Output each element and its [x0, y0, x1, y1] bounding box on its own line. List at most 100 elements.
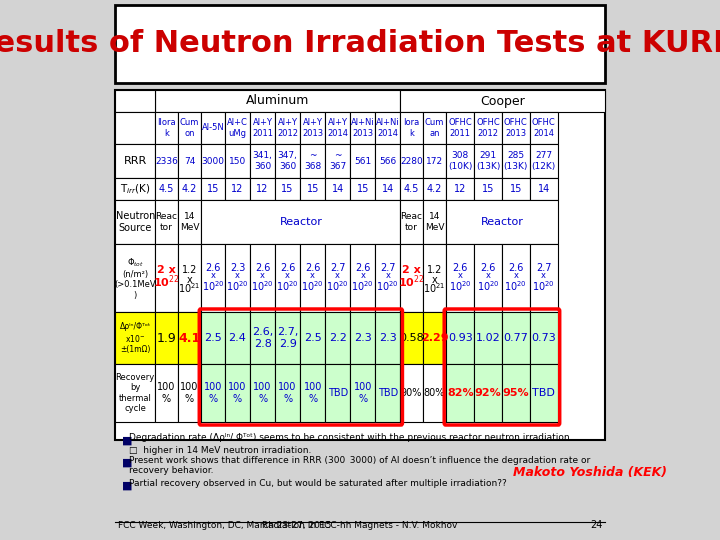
Text: ■: ■ [122, 458, 132, 468]
Bar [350, 312, 375, 364]
Bar [350, 144, 375, 178]
Text: 15: 15 [482, 184, 494, 194]
Text: 15: 15 [356, 184, 369, 194]
Text: Δρᴵⁿ/Φᵀᵒᵗ
x10$^{-}$
±(1mΩ): Δρᴵⁿ/Φᵀᵒᵗ x10$^{-}$ ±(1mΩ) [120, 322, 151, 354]
Text: Degradation rate (Δρᴵⁿ/ Φᵀᵒᵗ) seems to be consistent with the previous reactor n: Degradation rate (Δρᴵⁿ/ Φᵀᵒᵗ) seems to b… [129, 433, 572, 442]
Text: 95%: 95% [503, 388, 529, 398]
Bar [250, 178, 275, 200]
Bar [275, 178, 300, 200]
Text: x: x [513, 272, 518, 280]
Bar [474, 244, 502, 312]
Text: 100
%: 100 % [180, 382, 199, 404]
Text: 12: 12 [454, 184, 467, 194]
Text: x: x [285, 272, 290, 280]
Text: 14
MeV: 14 MeV [180, 212, 199, 232]
Bar [350, 244, 375, 312]
Bar [474, 112, 502, 144]
Text: 4.2: 4.2 [427, 184, 442, 194]
Bar [275, 244, 300, 312]
Text: 3000: 3000 [202, 157, 225, 165]
Text: 2.3: 2.3 [379, 333, 397, 343]
Bar [156, 200, 178, 244]
Text: 10$^{21}$: 10$^{21}$ [423, 281, 446, 295]
Text: 100
%: 100 % [279, 382, 297, 404]
Text: Al+Y
2014: Al+Y 2014 [327, 118, 348, 138]
Text: 10$^{22}$: 10$^{22}$ [153, 274, 180, 291]
Bar [178, 144, 202, 178]
Text: 15: 15 [510, 184, 522, 194]
Text: Φ$_{tot}$
(n/m²)
(>0.1MeV
): Φ$_{tot}$ (n/m²) (>0.1MeV ) [114, 256, 156, 300]
Text: x: x [211, 272, 216, 280]
Text: x: x [431, 275, 437, 285]
Text: ~
368: ~ 368 [304, 151, 321, 171]
Text: 14
MeV: 14 MeV [425, 212, 444, 232]
Text: x: x [385, 272, 390, 280]
Bar [156, 178, 178, 200]
Text: 100
%: 100 % [253, 382, 271, 404]
Bar [225, 112, 250, 144]
Text: ~
367: ~ 367 [329, 151, 346, 171]
Bar [400, 90, 605, 112]
Text: 10$^{20}$: 10$^{20}$ [251, 279, 274, 293]
Text: 10$^{20}$: 10$^{20}$ [449, 279, 472, 293]
Text: Present work shows that difference in RRR (300 3000) of Al doesn’t influence the: Present work shows that difference in RR… [129, 456, 590, 475]
Bar [423, 364, 446, 422]
Text: 4.5: 4.5 [404, 184, 419, 194]
Text: Recovery
by
thermal
cycle: Recovery by thermal cycle [116, 373, 155, 413]
Bar [350, 364, 375, 422]
Bar [325, 244, 350, 312]
Bar [446, 312, 474, 364]
Bar [325, 112, 350, 144]
Text: Neutron
Source: Neutron Source [115, 211, 155, 233]
Text: Al+Y
2012: Al+Y 2012 [277, 118, 298, 138]
Text: 308
(10K): 308 (10K) [448, 151, 472, 171]
Bar [225, 178, 250, 200]
Bar [423, 112, 446, 144]
Bar [115, 178, 156, 200]
Bar [250, 112, 275, 144]
Text: Partial recovery observed in Cu, but would be saturated after multiple irradiati: Partial recovery observed in Cu, but wou… [129, 479, 507, 488]
Text: 1.9: 1.9 [157, 332, 176, 345]
Bar [375, 178, 400, 200]
Text: 15: 15 [307, 184, 319, 194]
Bar [446, 178, 474, 200]
Text: TBD: TBD [532, 388, 555, 398]
Bar [300, 112, 325, 144]
Bar [115, 244, 156, 312]
Bar [375, 312, 400, 364]
Text: 172: 172 [426, 157, 443, 165]
Text: Aluminum: Aluminum [246, 94, 310, 107]
Bar [115, 90, 156, 112]
Text: Cum
on: Cum on [180, 118, 199, 138]
Bar [275, 112, 300, 144]
Bar [474, 144, 502, 178]
Bar [156, 244, 178, 312]
Text: 90%: 90% [401, 388, 422, 398]
Text: ■: ■ [122, 481, 132, 491]
Bar [250, 312, 275, 364]
Text: 4.5: 4.5 [159, 184, 174, 194]
Bar [202, 244, 225, 312]
Text: 100
%: 100 % [158, 382, 176, 404]
Bar [178, 178, 202, 200]
Bar [275, 364, 300, 422]
Text: 10$^{20}$: 10$^{20}$ [505, 279, 527, 293]
Bar [178, 244, 202, 312]
Bar [156, 364, 178, 422]
Text: 2.2: 2.2 [329, 333, 346, 343]
Bar [400, 112, 423, 144]
Bar [350, 178, 375, 200]
Text: OFHC
2011: OFHC 2011 [449, 118, 472, 138]
Text: OFHC
2014: OFHC 2014 [532, 118, 556, 138]
Text: x: x [186, 275, 192, 285]
Bar [400, 244, 423, 312]
Text: Reactor: Reactor [279, 217, 323, 227]
Bar [502, 178, 530, 200]
Text: x: x [235, 272, 240, 280]
Text: 4.1: 4.1 [179, 332, 201, 345]
Text: 2.6: 2.6 [305, 263, 320, 273]
Text: OFHC
2013: OFHC 2013 [504, 118, 528, 138]
Bar [400, 312, 423, 364]
Bar [474, 364, 502, 422]
Text: 82%: 82% [447, 388, 474, 398]
